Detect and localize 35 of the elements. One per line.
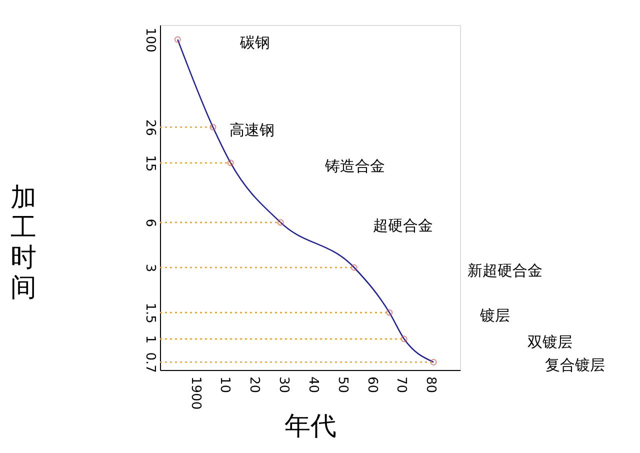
text: 镀层 [479, 306, 510, 325]
text: 新超硬合金 [468, 261, 542, 280]
point [227, 160, 234, 166]
y-tick-label: 26 [142, 119, 158, 136]
text: 复合镀层 [545, 356, 605, 374]
point [174, 36, 181, 43]
x-axis-title: 年代 [284, 412, 336, 442]
x-tick-label: 60 [364, 376, 380, 394]
y-tick-label: 6 [142, 218, 158, 228]
y-tick-label: 1 [142, 335, 158, 344]
y-tick-label: 1.5 [142, 302, 158, 324]
annotation: 碳钢 [239, 34, 270, 52]
y-axis-title: 加工时间 [10, 183, 36, 303]
point [210, 124, 216, 130]
y-tick-label: 0.7 [142, 352, 158, 373]
x-tick-label: 40 [305, 376, 320, 394]
annotation: 超硬合金 [373, 216, 433, 234]
point [430, 358, 437, 366]
x-tick-label: 1900 [188, 376, 203, 410]
annotation: 高速钢 [230, 121, 274, 140]
point [350, 264, 358, 271]
point [386, 309, 393, 316]
y-tick-label: 3 [142, 264, 158, 272]
text: 双镀层 [528, 332, 572, 351]
annotation: 铸造合金 [324, 156, 385, 175]
x-tick-label: 80 [423, 376, 438, 394]
x-tick-label: 10 [217, 376, 232, 394]
x-tick-label: 70 [394, 376, 409, 394]
y-tick-label: 15 [142, 155, 158, 172]
x-tick-label: 30 [276, 376, 292, 394]
x-tick-label: 50 [334, 376, 350, 394]
point [400, 336, 408, 342]
point [277, 219, 284, 226]
y-tick-label: 100 [142, 28, 158, 52]
x-tick-label: 20 [246, 376, 262, 394]
